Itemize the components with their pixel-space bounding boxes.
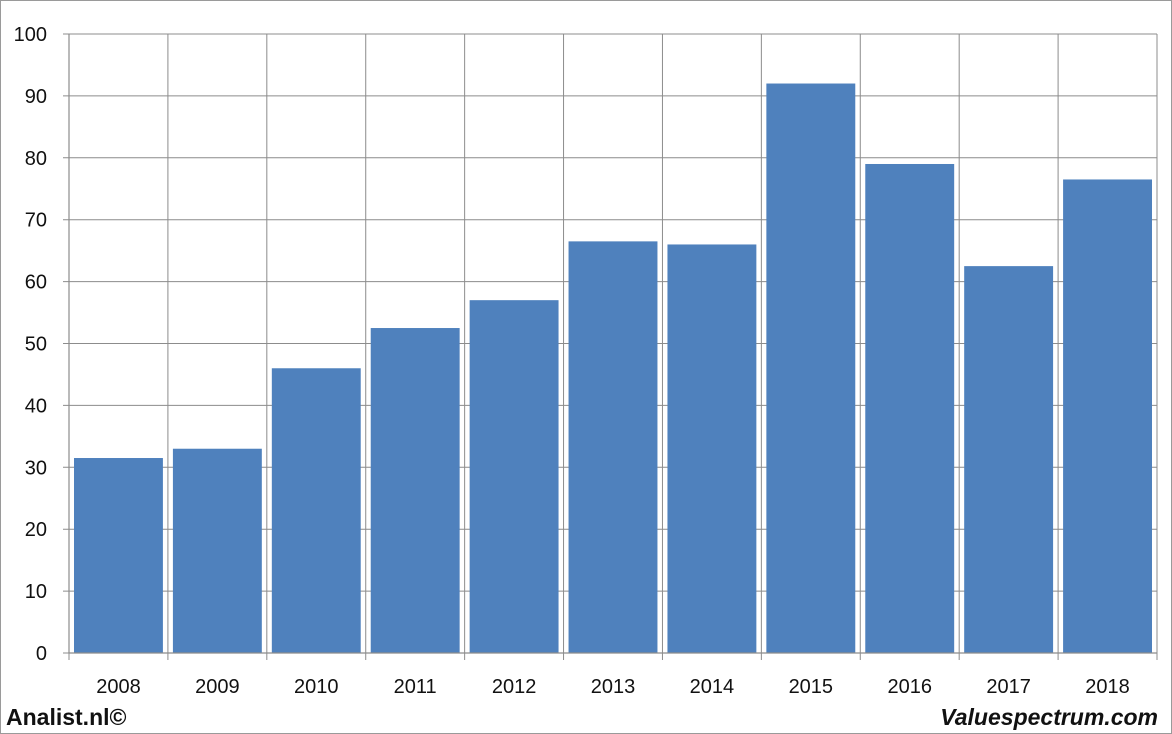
x-tick-label: 2010 bbox=[294, 676, 339, 698]
x-tick-label: 2018 bbox=[1085, 676, 1130, 698]
x-tick-label: 2008 bbox=[96, 676, 141, 698]
x-tick-label: 2015 bbox=[789, 676, 834, 698]
y-tick-label: 70 bbox=[25, 210, 47, 232]
bar-2010 bbox=[271, 368, 361, 653]
x-tick-label: 2012 bbox=[492, 676, 537, 698]
bar-2018 bbox=[1063, 179, 1152, 653]
y-tick-label: 100 bbox=[14, 24, 47, 46]
chart-footer: Analist.nl© Valuespectrum.com bbox=[0, 702, 1172, 734]
y-tick-label: 80 bbox=[25, 148, 47, 170]
bar-2014 bbox=[667, 244, 757, 653]
y-tick-label: 60 bbox=[25, 272, 47, 294]
bar-2011 bbox=[370, 328, 460, 653]
bar-2013 bbox=[568, 241, 658, 654]
y-tick-label: 20 bbox=[25, 519, 47, 541]
y-tick-label: 50 bbox=[25, 334, 47, 356]
x-tick-label: 2017 bbox=[986, 676, 1031, 698]
x-tick-label: 2011 bbox=[394, 676, 437, 698]
y-tick-label: 10 bbox=[25, 581, 47, 603]
x-tick-label: 2009 bbox=[195, 676, 240, 698]
y-tick-label: 90 bbox=[25, 86, 47, 108]
bar-chart: 0 10 20 30 40 50 60 70 80 90 100 2008 2009 2010 2011 20… bbox=[14, 24, 1158, 698]
bar-2015 bbox=[766, 83, 856, 653]
x-tick-label: 2016 bbox=[887, 676, 932, 698]
bar-2017 bbox=[964, 266, 1054, 653]
provider-credit: Valuespectrum.com bbox=[940, 704, 1158, 730]
bar-2009 bbox=[172, 448, 262, 653]
y-tick-label: 30 bbox=[25, 457, 47, 479]
bar-2016 bbox=[865, 163, 955, 654]
source-credit: Analist.nl© bbox=[6, 704, 127, 730]
y-tick-label: 40 bbox=[25, 395, 47, 417]
x-tick-label: 2014 bbox=[690, 676, 735, 698]
bar-2008 bbox=[74, 458, 163, 653]
x-tick-label: 2013 bbox=[591, 676, 636, 698]
y-tick-label: 0 bbox=[36, 643, 47, 665]
bar-2012 bbox=[469, 300, 559, 653]
